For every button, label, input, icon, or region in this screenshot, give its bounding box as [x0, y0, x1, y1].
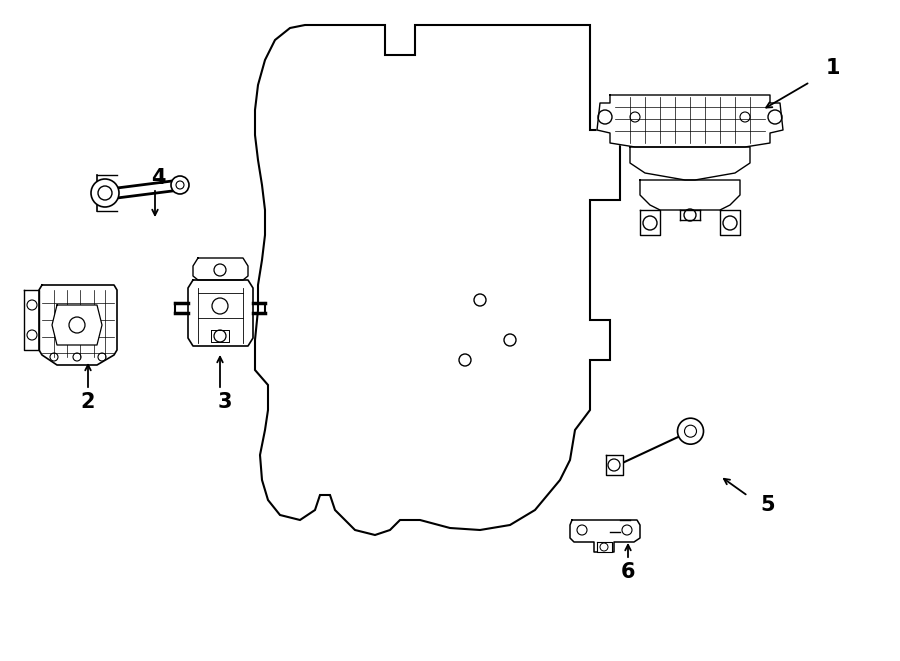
Polygon shape [630, 147, 750, 180]
Text: 5: 5 [760, 495, 775, 515]
Polygon shape [24, 290, 39, 350]
Text: 3: 3 [218, 392, 232, 412]
Polygon shape [52, 305, 102, 345]
Circle shape [171, 176, 189, 194]
Polygon shape [188, 280, 253, 346]
Polygon shape [640, 210, 660, 235]
Polygon shape [570, 520, 640, 552]
Circle shape [91, 179, 119, 207]
Polygon shape [193, 258, 248, 280]
Polygon shape [720, 210, 740, 235]
Text: 4: 4 [151, 168, 166, 188]
Polygon shape [39, 285, 117, 365]
Text: 1: 1 [826, 58, 841, 78]
Polygon shape [255, 25, 620, 535]
Polygon shape [597, 95, 783, 147]
Text: 2: 2 [81, 392, 95, 412]
Polygon shape [606, 455, 623, 475]
Circle shape [678, 418, 704, 444]
Polygon shape [597, 542, 612, 552]
Polygon shape [640, 180, 740, 210]
Text: 6: 6 [621, 562, 635, 582]
